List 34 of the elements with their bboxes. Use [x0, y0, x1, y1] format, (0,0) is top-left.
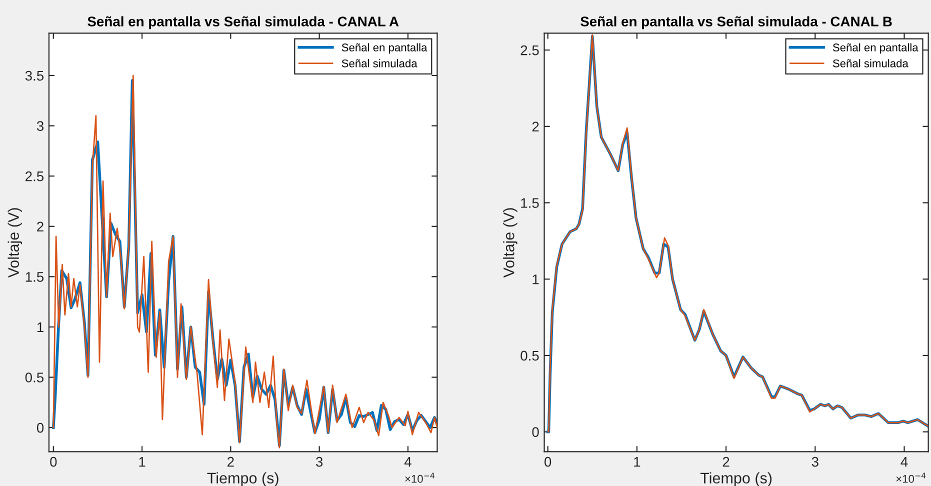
- y-tick-label: 1.5: [521, 198, 539, 208]
- y-tick-label: 2: [37, 222, 44, 232]
- chart-title: Señal en pantalla vs Señal simulada - CANAL B: [580, 16, 892, 30]
- y-tick-label: 1: [37, 322, 44, 332]
- y-tick-label: 1: [532, 274, 539, 284]
- x-tick-label: 2: [722, 456, 730, 467]
- y-tick-label: 3.5: [25, 70, 44, 81]
- y-tick-label: 0.5: [25, 372, 44, 382]
- y-tick-label: 0: [36, 422, 44, 433]
- text: ×10$^{−4}$: [405, 472, 434, 483]
- legend-label: Señal simulada: [832, 59, 908, 68]
- y-tick-label: 0.5: [520, 350, 539, 361]
- x-tick-label: 1: [634, 457, 640, 467]
- y-tick-label: 0: [532, 427, 539, 438]
- x-tick-label: 0: [544, 456, 552, 467]
- y-tick-label: 2: [532, 122, 539, 132]
- x-tick-label: 0: [50, 456, 57, 467]
- x-tick-label: 2: [228, 456, 234, 467]
- y-tick-label: 1.5: [26, 272, 44, 282]
- x-tick-label: 3: [812, 456, 818, 467]
- x-tick-label: 3: [316, 456, 323, 467]
- x-tick-label: 4: [404, 457, 412, 467]
- y-tick-label: 3: [36, 121, 44, 131]
- legend-label: Señal en pantalla: [832, 43, 918, 54]
- text: ×10$^{−4}$: [896, 472, 926, 483]
- y-tick-label: 2.5: [520, 45, 539, 56]
- y-axis-title: Voltaje (V): [503, 208, 518, 278]
- x-tick-label: 1: [139, 457, 146, 467]
- y-axis-title: Voltaje (V): [8, 208, 22, 278]
- y-tick-label: 2.5: [26, 171, 44, 182]
- legend-label: Señal en pantalla: [342, 43, 428, 54]
- legend-label: Señal simulada: [342, 59, 418, 68]
- x-tick-label: 4: [900, 457, 908, 467]
- chart-title: Señal en pantalla vs Señal simulada - CANAL A: [88, 16, 399, 30]
